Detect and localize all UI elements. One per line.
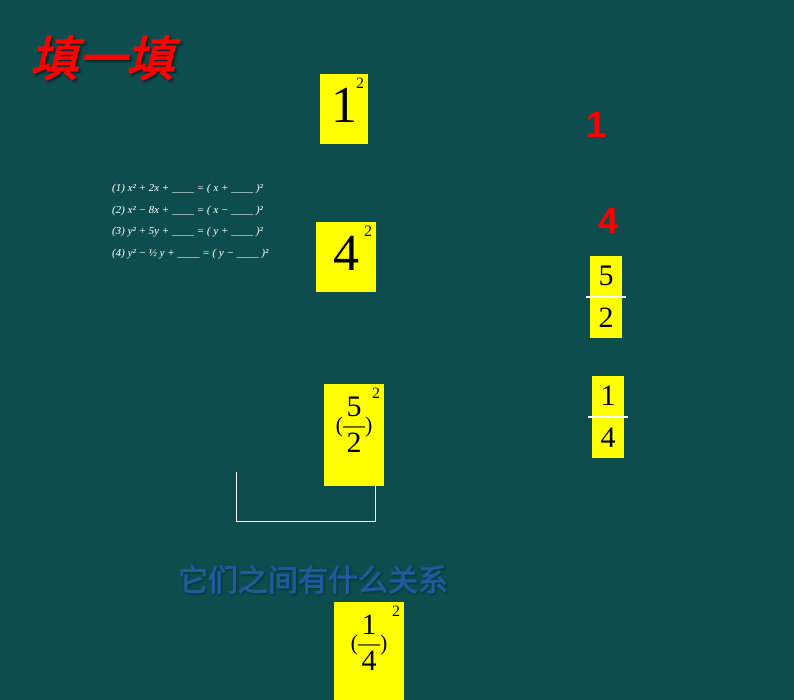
answer-fraction: 14 bbox=[592, 376, 628, 458]
equation-line: (3) y² + 5y + ____ = ( y + ____ )² bbox=[112, 223, 268, 241]
relation-question: 它们之间有什么关系 bbox=[178, 556, 448, 600]
answer-red: 4 bbox=[598, 200, 618, 242]
yellow-box: 5(—)22 bbox=[324, 384, 384, 486]
yellow-box: 1(—)42 bbox=[334, 602, 404, 700]
yellow-box: 12 bbox=[320, 74, 368, 144]
equation-line: (1) x² + 2x + ____ = ( x + ____ )² bbox=[112, 180, 268, 198]
bracket bbox=[236, 472, 376, 522]
answer-fraction: 52 bbox=[590, 256, 626, 338]
yellow-box: 42 bbox=[316, 222, 376, 292]
answer-red: 1 bbox=[586, 104, 606, 146]
page-title: 填一填 bbox=[30, 20, 174, 90]
equation-line: (2) x² − 8x + ____ = ( x − ____ )² bbox=[112, 202, 268, 220]
equation-line: (4) y² − ½ y + ____ = ( y − ____ )² bbox=[112, 245, 268, 263]
equations-block: (1) x² + 2x + ____ = ( x + ____ )² (2) x²… bbox=[112, 180, 268, 266]
